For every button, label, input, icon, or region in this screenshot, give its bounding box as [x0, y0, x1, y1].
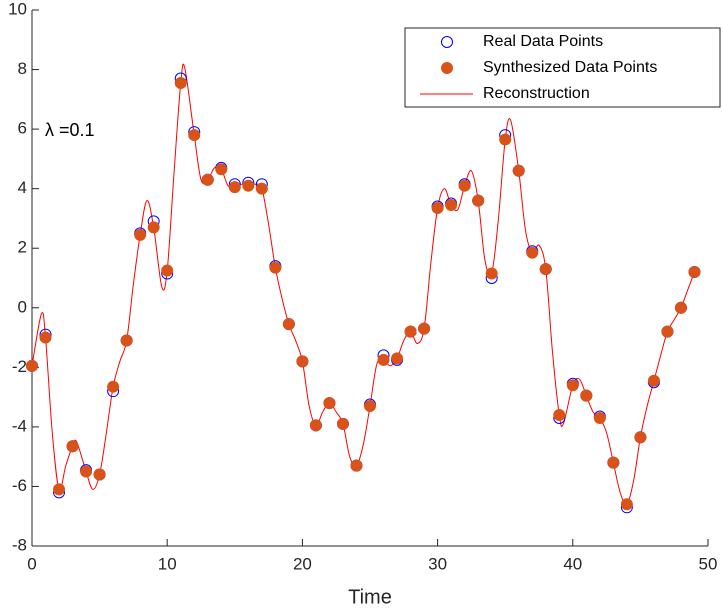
legend-label: Real Data Points [483, 33, 603, 50]
synth-point [147, 221, 160, 234]
synth-point [377, 353, 390, 366]
synth-point [566, 379, 579, 392]
synth-point [269, 261, 282, 274]
synth-point [512, 164, 525, 177]
legend-swatch [441, 62, 453, 74]
synth-point [80, 465, 93, 478]
synth-point [336, 417, 349, 430]
synth-point [445, 199, 458, 212]
synth-point [282, 318, 295, 331]
synth-point [485, 267, 498, 280]
synth-point [215, 163, 228, 176]
y-tick-label: 6 [18, 119, 27, 138]
y-tick-label: 8 [18, 59, 27, 78]
synth-point [323, 397, 336, 410]
synth-point [634, 431, 647, 444]
synth-point [418, 322, 431, 335]
synth-point [539, 263, 552, 276]
synth-point [661, 325, 674, 338]
synth-point [161, 264, 174, 277]
x-tick-label: 0 [27, 554, 36, 573]
synth-point [620, 498, 633, 511]
x-tick-label: 30 [428, 554, 447, 573]
y-tick-label: 2 [18, 238, 27, 257]
synth-point [688, 266, 701, 279]
x-tick-label: 40 [563, 554, 582, 573]
legend-label: Reconstruction [483, 85, 590, 102]
synth-point [201, 173, 214, 186]
synth-point [458, 179, 471, 192]
synth-point [499, 133, 512, 146]
y-tick-label: -6 [12, 476, 27, 495]
synth-point [593, 411, 606, 424]
synth-point [526, 246, 539, 259]
synth-point [228, 181, 241, 194]
synth-point [580, 389, 593, 402]
synth-point [174, 76, 187, 89]
legend-label: Synthesized Data Points [483, 59, 657, 76]
synth-point [134, 228, 147, 241]
reconstruction-line [31, 63, 695, 506]
y-tick-label: -8 [12, 535, 27, 554]
synth-point [431, 202, 444, 215]
y-tick-label: -4 [12, 416, 27, 435]
synth-point [242, 179, 255, 192]
y-tick-label: 0 [18, 297, 27, 316]
synth-point [647, 374, 660, 387]
synth-point [350, 459, 363, 472]
legend: Real Data Points Synthesized Data Points R… [404, 27, 721, 108]
x-tick-label: 10 [158, 554, 177, 573]
synth-point [53, 483, 66, 496]
synth-point [404, 325, 417, 338]
synth-point [188, 129, 201, 142]
synth-point [39, 331, 52, 344]
synth-point [120, 334, 133, 347]
synth-point [674, 301, 687, 314]
synth-point [391, 352, 404, 365]
y-tick-label: 4 [18, 178, 27, 197]
synth-point [472, 194, 485, 207]
x-axis-label: Time [348, 586, 392, 608]
y-tick-label: 10 [8, 0, 27, 18]
synth-point [107, 380, 120, 393]
synth-point [66, 440, 79, 453]
synth-point [296, 355, 309, 368]
synth-point [255, 182, 268, 195]
synth-point [93, 468, 106, 481]
synth-point [309, 419, 322, 432]
synth-point [364, 400, 376, 413]
legend-swatch [441, 36, 453, 48]
x-tick-label: 50 [699, 554, 718, 573]
annotation: λ =0.1 [45, 120, 95, 140]
y-tick-label: -2 [12, 357, 27, 376]
x-tick-label: 20 [293, 554, 312, 573]
synth-point [607, 456, 620, 469]
synth-point [26, 359, 38, 372]
synth-point [553, 408, 566, 421]
